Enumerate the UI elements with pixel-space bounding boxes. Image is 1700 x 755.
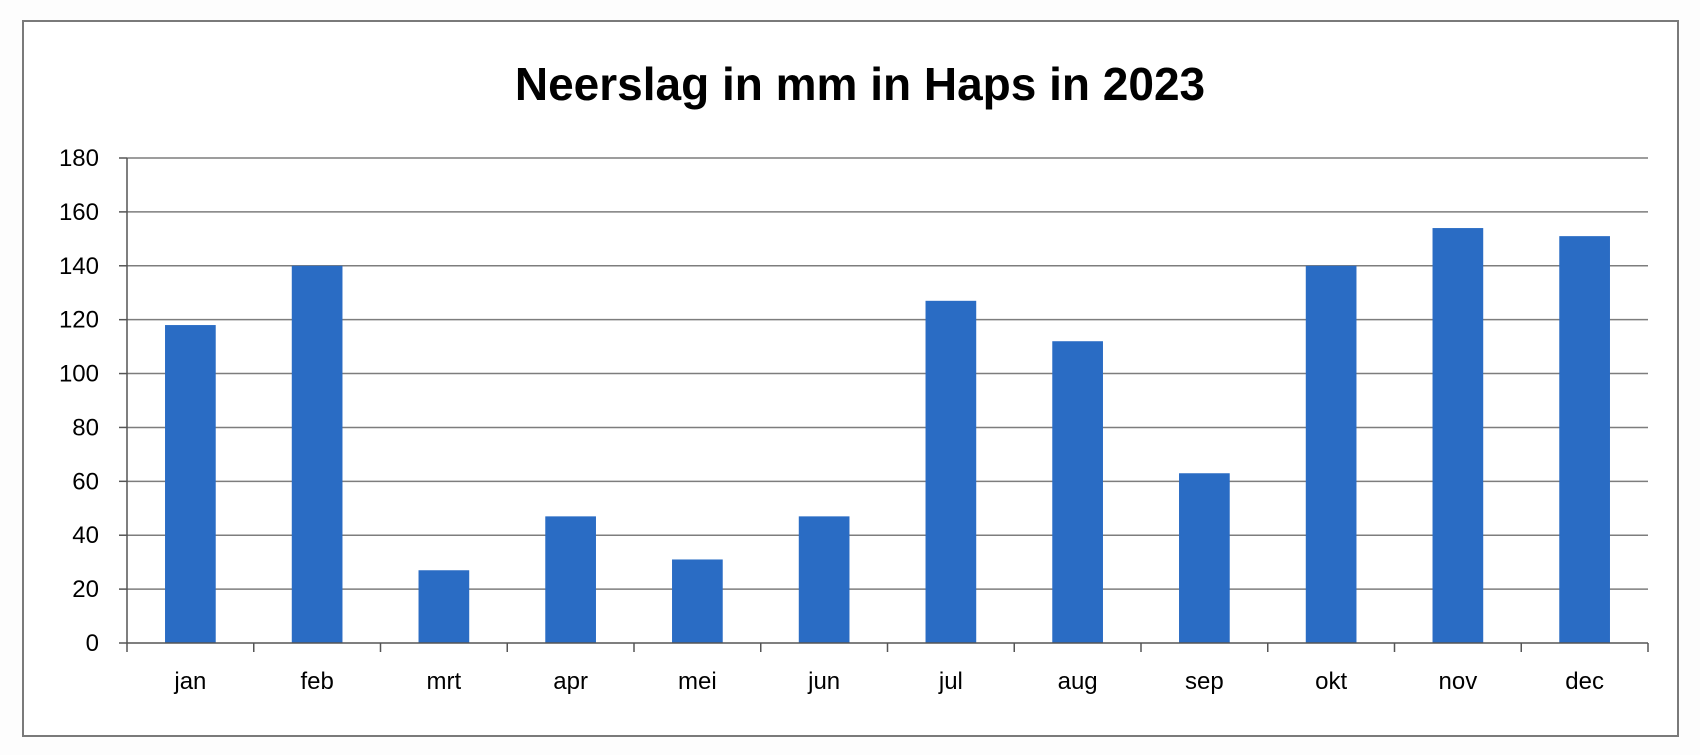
x-tick-label: jan (173, 668, 206, 695)
bar-jan (165, 325, 216, 643)
y-tick-label: 140 (59, 253, 99, 280)
x-tick-label: jul (938, 668, 963, 695)
y-tick-label: 0 (86, 630, 99, 657)
x-tick-label: nov (1439, 668, 1478, 695)
y-tick-label: 120 (59, 307, 99, 334)
x-tick-label: jun (807, 668, 840, 695)
x-tick-label: apr (553, 668, 588, 695)
x-tick-label: dec (1565, 668, 1604, 695)
axes (119, 157, 1649, 652)
y-tick-label: 20 (72, 576, 99, 603)
bar-apr (545, 516, 596, 643)
x-tick-label: okt (1315, 668, 1347, 695)
bar-jul (925, 300, 977, 643)
bar-feb (291, 265, 343, 643)
y-tick-label: 60 (72, 468, 99, 495)
bar-dec (1559, 236, 1610, 643)
y-tick-label: 180 (59, 145, 99, 172)
y-tick-label: 40 (72, 522, 99, 549)
gridlines (127, 157, 1648, 590)
y-tick-label: 100 (59, 361, 99, 388)
x-tick-label: mrt (427, 668, 462, 695)
x-tick-label: aug (1058, 668, 1098, 695)
bar-sep (1179, 473, 1230, 643)
y-tick-labels: 0 20 40 60 80 100 120 140 160 180 (59, 145, 99, 657)
x-tick-labels: jan feb mrt apr mei jun jul aug sep okt nov dec (173, 668, 1604, 695)
y-tick-label: 80 (72, 414, 99, 441)
bar-nov (1432, 228, 1484, 644)
x-tick-label: mei (678, 668, 717, 695)
y-tick-label: 160 (59, 199, 99, 226)
bar-okt (1305, 265, 1357, 643)
bar-mrt (418, 570, 470, 643)
chart-title: Neerslag in mm in Haps in 2023 (515, 58, 1205, 110)
x-tick-label: feb (300, 668, 333, 695)
bar-mei (672, 559, 723, 643)
bar-jun (798, 516, 850, 643)
bar-aug (1052, 341, 1103, 643)
x-tick-label: sep (1185, 668, 1224, 695)
bars (165, 228, 1610, 644)
